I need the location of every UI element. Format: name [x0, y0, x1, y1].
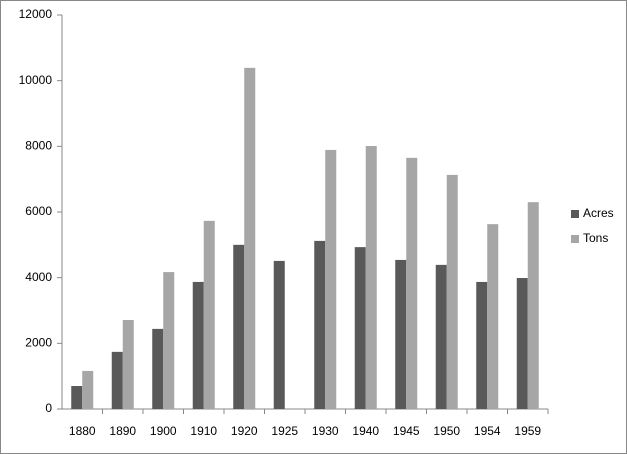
legend-label: Tons [583, 231, 608, 245]
bar [163, 272, 175, 409]
bar [71, 386, 83, 409]
bar [82, 370, 94, 409]
y-tick-label: 0 [45, 401, 52, 415]
bar [325, 149, 337, 409]
x-tick-label: 1925 [271, 424, 298, 438]
bar [406, 157, 418, 409]
x-tick-label: 1950 [433, 424, 460, 438]
bar [516, 277, 528, 409]
y-tick-label: 10000 [19, 73, 53, 87]
x-tick-label: 1930 [312, 424, 339, 438]
x-tick-label: 1959 [514, 424, 541, 438]
x-tick-label: 1954 [474, 424, 501, 438]
bar [233, 244, 245, 409]
x-tick-label: 1920 [231, 424, 258, 438]
y-tick-label: 6000 [25, 204, 52, 218]
bar [122, 320, 134, 409]
bar [365, 146, 377, 409]
legend-label: Acres [583, 206, 614, 220]
bar [446, 174, 458, 409]
y-tick-label: 4000 [25, 270, 52, 284]
bar [476, 281, 488, 409]
bar [314, 240, 326, 409]
x-tick-label: 1890 [109, 424, 136, 438]
x-tick-label: 1880 [69, 424, 96, 438]
bar [487, 224, 499, 409]
x-tick-label: 1900 [150, 424, 177, 438]
y-tick-label: 8000 [25, 139, 52, 153]
y-tick-label: 2000 [25, 336, 52, 350]
bar [395, 259, 407, 409]
x-tick-label: 1910 [190, 424, 217, 438]
y-tick-label: 12000 [19, 7, 53, 21]
bar [192, 281, 204, 409]
bar [354, 247, 366, 409]
legend-swatch [571, 235, 579, 243]
bar [527, 202, 539, 409]
bar [244, 67, 256, 409]
bar [273, 260, 285, 409]
bar [435, 264, 447, 409]
x-tick-label: 1940 [352, 424, 379, 438]
x-tick-label: 1945 [393, 424, 420, 438]
bar [111, 351, 123, 409]
bar [203, 220, 215, 409]
bar [152, 328, 164, 409]
legend-swatch [571, 210, 579, 218]
